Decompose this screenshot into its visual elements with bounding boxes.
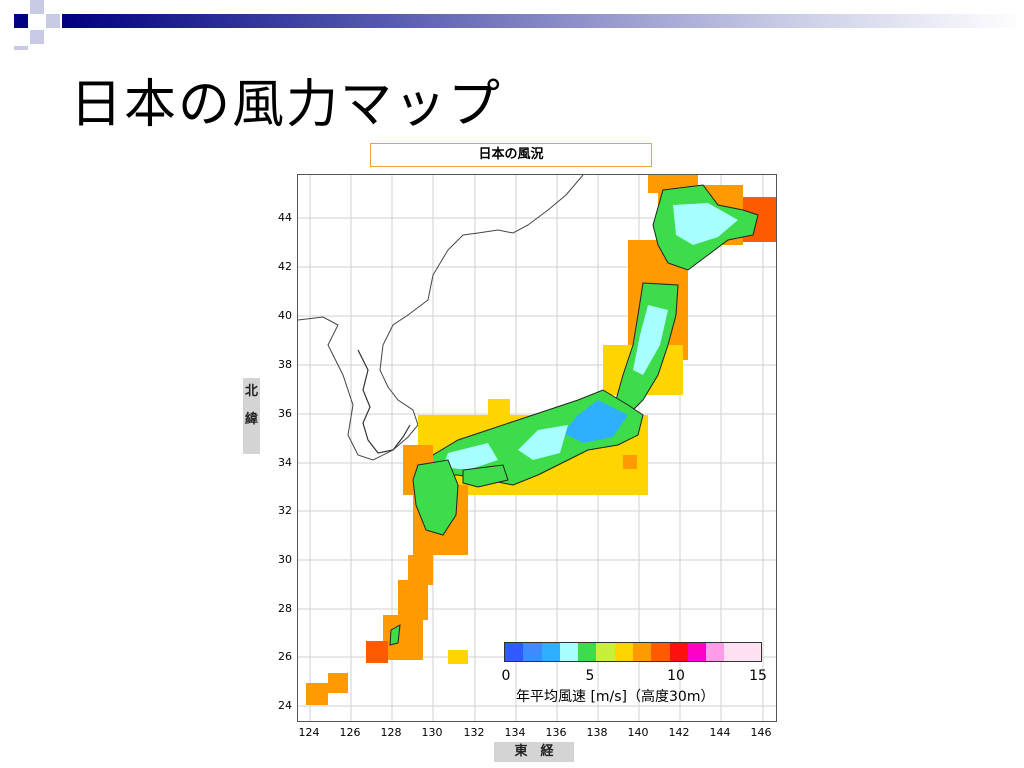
legend-color-cell — [559, 643, 579, 661]
legend-color-cell — [541, 643, 560, 661]
legend-color-cell — [523, 643, 542, 661]
legend-color-cell — [669, 643, 688, 661]
legend-color-cell — [614, 643, 633, 661]
lon-tick-label: 126 — [339, 726, 361, 739]
corner-decoration — [0, 0, 1024, 50]
lat-tick-label: 38 — [278, 358, 292, 371]
legend-color-cell — [687, 643, 707, 661]
wind-speed-legend — [504, 642, 762, 662]
lon-tick-label: 142 — [668, 726, 690, 739]
legend-tick: 15 — [749, 668, 767, 684]
lat-tick-label: 24 — [278, 699, 292, 712]
lon-tick-label: 146 — [750, 726, 772, 739]
legend-color-cell — [724, 643, 743, 661]
legend-tick: 5 — [585, 668, 595, 684]
kyushu-shikoku-region — [403, 445, 509, 555]
legend-tick: 10 — [667, 668, 685, 684]
lat-tick-label: 26 — [278, 650, 292, 663]
legend-tick: 0 — [501, 668, 511, 684]
hokkaido-region — [628, 175, 776, 280]
lon-axis-label: 東 経 — [494, 742, 574, 762]
lat-axis-label-char: 緯 — [244, 412, 258, 427]
lat-tick-label: 42 — [278, 260, 292, 273]
legend-color-cell — [596, 643, 615, 661]
lon-tick-label: 130 — [421, 726, 443, 739]
lat-tick-label: 44 — [278, 211, 292, 224]
legend-color-cell — [505, 643, 524, 661]
lat-tick-label: 34 — [278, 456, 292, 469]
lat-tick-label: 28 — [278, 602, 292, 615]
lat-tick-label: 32 — [278, 504, 292, 517]
lon-tick-label: 144 — [709, 726, 731, 739]
legend-color-cell — [706, 643, 725, 661]
lat-tick-label: 40 — [278, 309, 292, 322]
legend-caption: 年平均風速 [m/s]（高度30m） — [516, 689, 715, 705]
lon-tick-label: 136 — [545, 726, 567, 739]
ryukyu-region — [306, 555, 468, 705]
header-gradient-bar — [62, 14, 1024, 28]
tohoku-region — [603, 280, 688, 416]
legend-color-cell — [651, 643, 670, 661]
lon-tick-label: 132 — [463, 726, 485, 739]
continent-coastline — [298, 175, 584, 461]
legend-color-cell — [578, 643, 597, 661]
lon-tick-label: 138 — [586, 726, 608, 739]
map-canvas — [298, 175, 776, 721]
slide-title: 日本の風力マップ — [70, 75, 503, 135]
lat-axis-label: 北 緯 — [243, 378, 260, 454]
wind-map — [297, 174, 777, 722]
izu-region — [623, 455, 637, 469]
lat-tick-label: 30 — [278, 553, 292, 566]
korea-coastline — [357, 349, 411, 454]
lon-tick-label: 134 — [504, 726, 526, 739]
legend-color-cell — [632, 643, 652, 661]
lat-axis-label-char: 北 — [244, 384, 258, 399]
lon-tick-label: 124 — [298, 726, 320, 739]
legend-color-cell — [742, 643, 761, 661]
lon-tick-label: 128 — [380, 726, 402, 739]
lat-tick-label: 36 — [278, 407, 292, 420]
lon-tick-label: 140 — [627, 726, 649, 739]
map-title: 日本の風況 — [370, 143, 652, 167]
